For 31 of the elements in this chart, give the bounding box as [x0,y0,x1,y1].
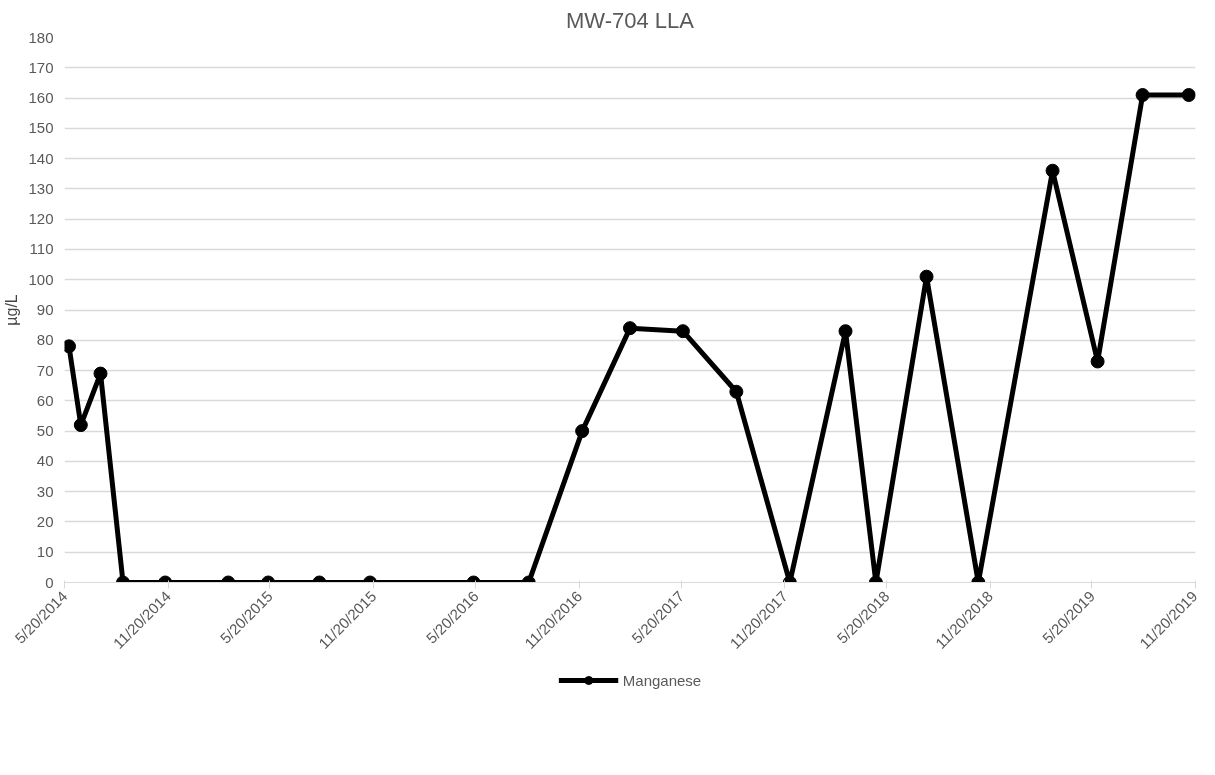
y-tick-label: 140 [28,149,54,167]
point [838,324,853,339]
y-tick-label: 110 [29,240,54,258]
y-tick-label: 120 [28,210,54,228]
y-tick-label: 180 [28,28,54,46]
y-tick-label: 150 [28,119,54,137]
y-tick-label: 20 [36,512,54,530]
y-tick-label: 100 [28,270,54,288]
y-tick-label: 50 [36,422,54,440]
y-axis-title: µg/L [3,294,21,326]
point [73,418,88,433]
point [623,321,637,336]
point [729,384,744,399]
y-tick-label: 160 [28,89,54,107]
point [1090,354,1105,369]
point [575,424,590,439]
y-tick-label: 90 [36,301,54,318]
point [919,269,934,284]
y-tick-label: 130 [28,179,54,197]
chart-title: MW-704 LLA [566,7,695,33]
y-tick-label: 30 [36,482,54,500]
legend-label: Manganese [622,671,702,689]
y-tick-label: 60 [36,391,54,409]
y-tick-label: 0 [45,573,54,591]
y-tick-label: 70 [36,361,54,379]
point [93,366,108,381]
y-tick-label: 40 [36,452,54,470]
y-tick-label: 10 [36,543,54,561]
y-tick-label: 80 [36,331,54,349]
point [675,324,690,339]
y-tick-label: 170 [28,58,54,76]
